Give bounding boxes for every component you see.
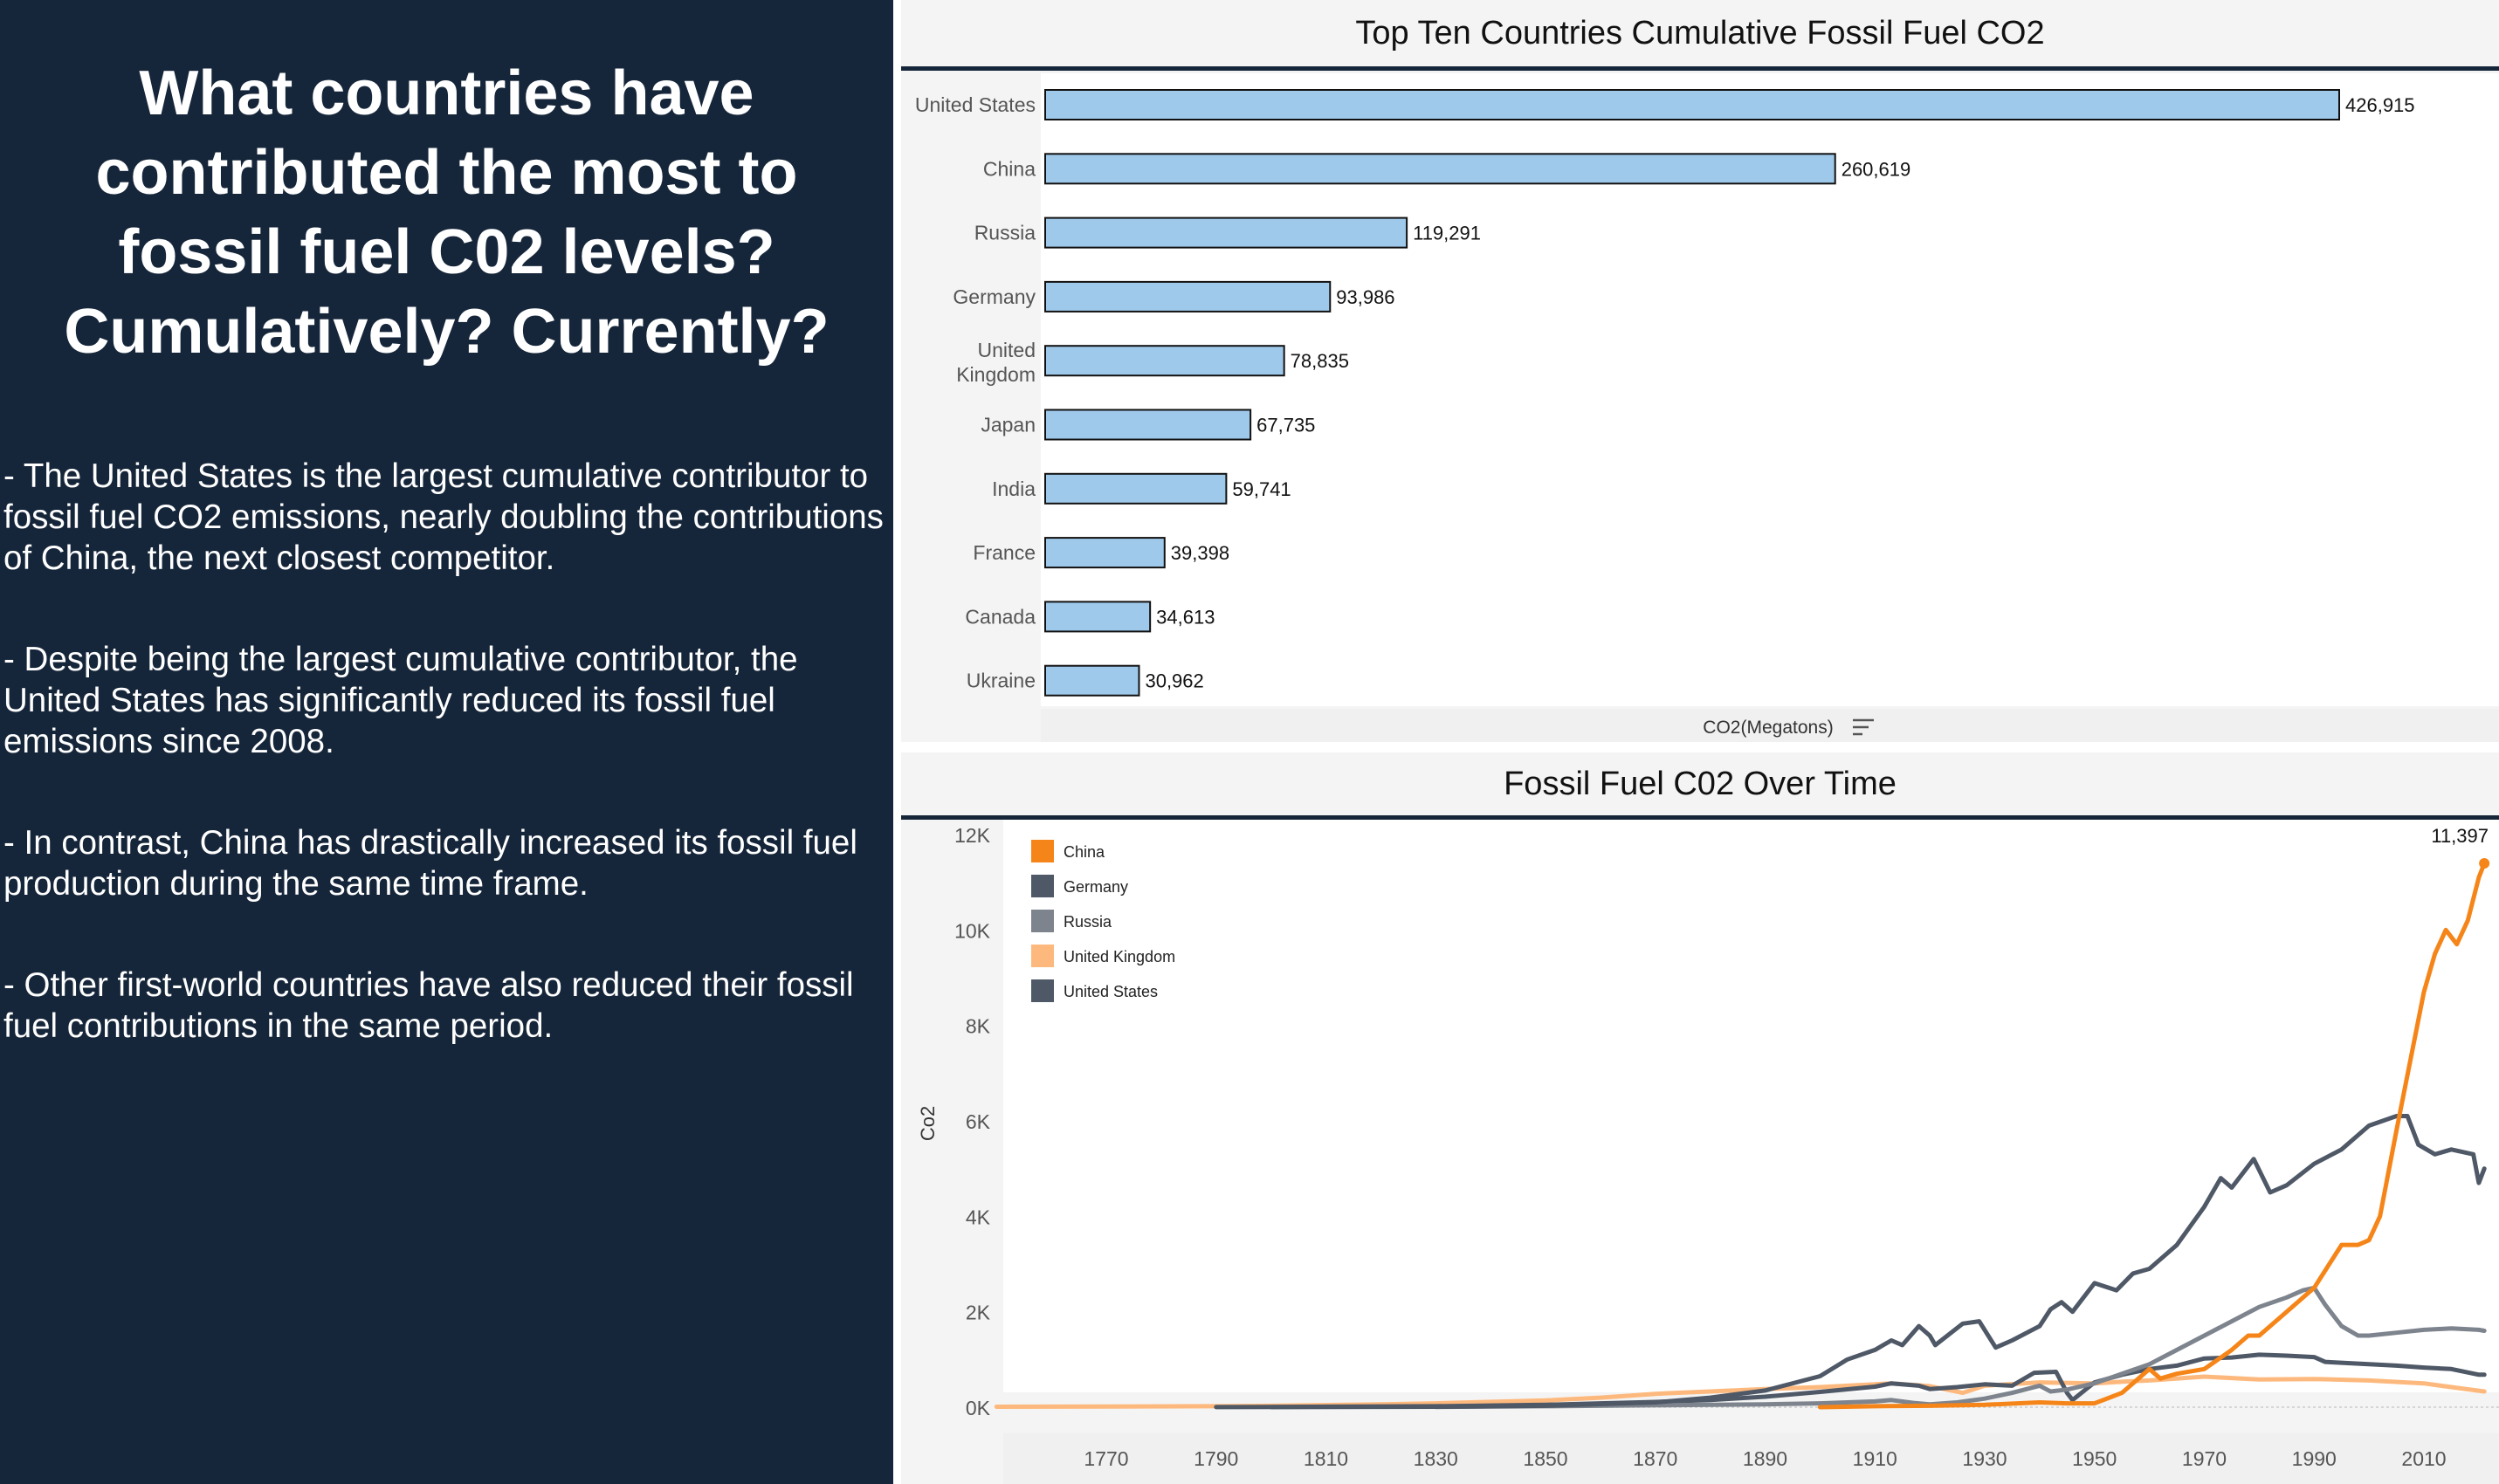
y-tick-label: 10K: [954, 919, 991, 942]
x-tick-label: 1810: [1304, 1447, 1348, 1470]
narrative-panel: What countries have contributed the most…: [0, 0, 893, 1484]
bar-russia[interactable]: [1044, 216, 1408, 249]
bar-value-label: 426,915: [2345, 94, 2415, 116]
insight-bullet-1: - The United States is the largest cumul…: [3, 457, 884, 577]
x-tick-label: 1890: [1743, 1447, 1787, 1470]
y-tick-label: 8K: [966, 1015, 991, 1038]
bar-value-label: 30,962: [1145, 670, 1203, 692]
bar-united-kingdom[interactable]: [1044, 345, 1285, 377]
bar-category-label: Japan: [981, 414, 1036, 436]
legend-label: Russia: [1064, 913, 1112, 931]
bar-chart-title: Top Ten Countries Cumulative Fossil Fuel…: [1355, 14, 2045, 52]
legend-swatch-china[interactable]: [1031, 840, 1054, 862]
y-tick-label: 0K: [966, 1397, 991, 1419]
bar-value-label: 39,398: [1171, 542, 1229, 564]
bar-japan[interactable]: [1044, 409, 1252, 441]
insight-bullet-4: - Other first-world countries have also …: [3, 966, 854, 1045]
series-line-russia[interactable]: [1433, 1285, 2487, 1410]
legend-label: United States: [1064, 983, 1158, 1000]
bar-category-label: France: [973, 541, 1036, 564]
legend-swatch-united-states[interactable]: [1031, 979, 1054, 1002]
series-line-united-states[interactable]: [1269, 1114, 2487, 1410]
y-tick-label: 4K: [966, 1206, 991, 1228]
x-tick-label: 1870: [1633, 1447, 1677, 1470]
insight-bullet-3: - In contrast, China has drastically inc…: [3, 824, 857, 903]
bar-canada[interactable]: [1044, 601, 1152, 633]
legend-label: United Kingdom: [1064, 948, 1175, 965]
series-line-china[interactable]: [1817, 861, 2487, 1410]
x-tick-label: 1770: [1084, 1447, 1128, 1470]
bar-category-label: China: [983, 157, 1036, 180]
y-tick-label: 6K: [966, 1110, 991, 1133]
bar-category-label: Russia: [974, 222, 1036, 244]
bar-united-states[interactable]: [1044, 89, 2340, 120]
china-last-point[interactable]: [2479, 857, 2490, 869]
bar-chart-axis-band: [1041, 709, 2499, 742]
bar-value-label: 59,741: [1232, 478, 1291, 500]
bar-germany[interactable]: [1044, 280, 1332, 313]
insight-bullet-2: - Despite being the largest cumulative c…: [3, 641, 798, 760]
y-tick-label: 2K: [966, 1302, 991, 1324]
x-tick-label: 1790: [1194, 1447, 1238, 1470]
y-tick-label: 12K: [954, 824, 991, 847]
x-tick-label: 1990: [2292, 1447, 2337, 1470]
bar-value-label: 78,835: [1291, 350, 1349, 372]
bar-value-label: 34,613: [1156, 606, 1215, 628]
bar-china[interactable]: [1044, 153, 1836, 185]
line-chart-x-axis-band: [1003, 1433, 2499, 1484]
bar-value-label: 67,735: [1256, 415, 1315, 436]
line-chart-title: Fossil Fuel C02 Over Time: [1504, 765, 1897, 802]
y-axis-label: Co2: [917, 1106, 939, 1141]
x-tick-label: 1950: [2072, 1447, 2117, 1470]
bar-category-label: Canada: [965, 605, 1036, 628]
line-chart-title-area: Fossil Fuel C02 Over Time: [901, 752, 2499, 815]
bar-value-label: 119,291: [1413, 223, 1481, 244]
legend-swatch-united-kingdom[interactable]: [1031, 945, 1054, 967]
bar-category-label: Germany: [953, 285, 1036, 308]
x-tick-label: 1850: [1523, 1447, 1567, 1470]
china-end-value-label: 11,397: [2431, 825, 2489, 847]
bar-value-label: 260,619: [1842, 158, 1911, 180]
bar-value-label: 93,986: [1336, 286, 1394, 308]
legend-label: Germany: [1064, 878, 1128, 896]
line-chart-title-divider: [901, 815, 2499, 820]
bar-x-axis-label: CO2(Megatons): [1703, 718, 1833, 738]
bar-ukraine[interactable]: [1044, 664, 1140, 697]
x-tick-label: 1910: [1853, 1447, 1897, 1470]
legend-swatch-germany[interactable]: [1031, 875, 1054, 897]
bar-france[interactable]: [1044, 537, 1166, 569]
legend-label: China: [1064, 843, 1105, 861]
dashboard-question-title: What countries have contributed the most…: [64, 58, 830, 367]
x-tick-label: 1930: [1962, 1447, 2007, 1470]
bar-category-label: Ukraine: [967, 670, 1036, 692]
x-tick-label: 1830: [1414, 1447, 1458, 1470]
line-chart-panel: Fossil Fuel C02 Over Time: [901, 752, 2499, 1484]
x-tick-label: 1970: [2182, 1447, 2227, 1470]
bar-category-label: United States: [915, 93, 1036, 116]
bar-chart-panel: Top Ten Countries Cumulative Fossil Fuel…: [901, 0, 2499, 742]
bar-category-label: United: [978, 339, 1036, 361]
bar-chart-title-area: Top Ten Countries Cumulative Fossil Fuel…: [901, 0, 2499, 66]
bar-category-label: India: [992, 477, 1036, 500]
bar-category-label: Kingdom: [956, 363, 1036, 386]
x-tick-label: 2010: [2401, 1447, 2446, 1470]
line-chart-plot-area: [1003, 820, 2499, 1392]
legend-swatch-russia[interactable]: [1031, 910, 1054, 932]
bar-chart-title-divider: [901, 66, 2499, 71]
series-line-united-kingdom[interactable]: [994, 1374, 2487, 1409]
bar-india[interactable]: [1044, 472, 1228, 505]
